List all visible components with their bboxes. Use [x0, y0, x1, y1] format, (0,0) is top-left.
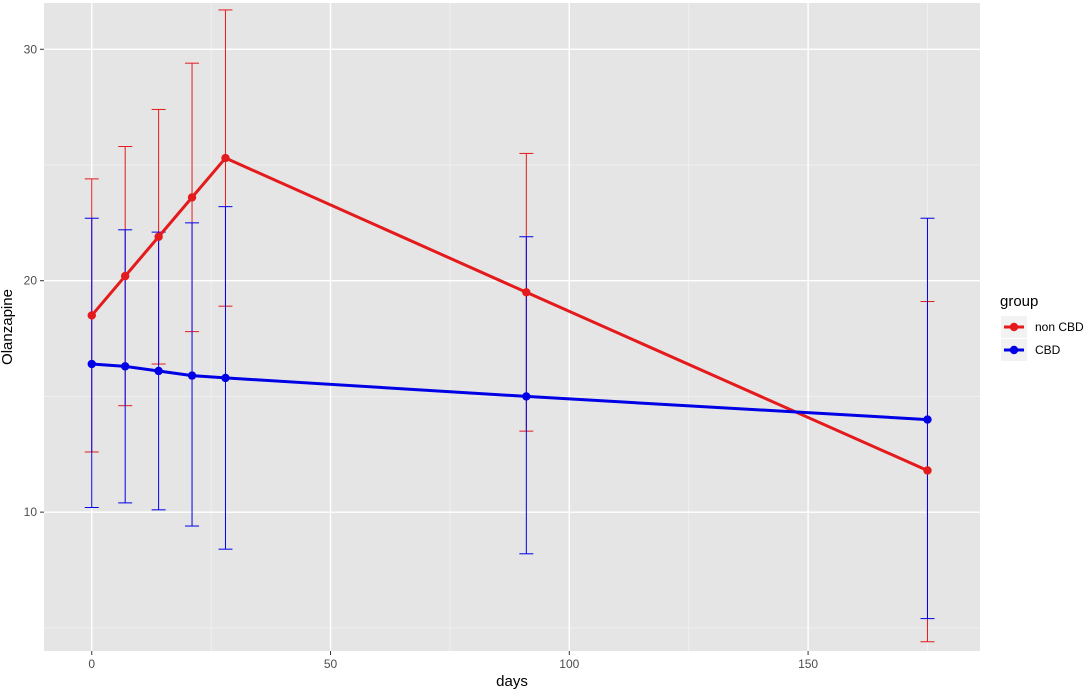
y-tick-label: 10 — [24, 505, 38, 519]
legend-title: group — [1000, 293, 1038, 310]
legend-label-cbd: CBD — [1035, 343, 1061, 357]
x-axis-title: days — [496, 673, 528, 690]
data-point-cbd — [522, 392, 531, 401]
x-tick-label: 0 — [88, 657, 95, 671]
x-tick-label: 150 — [798, 657, 818, 671]
data-point-non-cbd — [221, 153, 230, 163]
legend: group non CBD CBD — [1000, 293, 1084, 361]
data-point-non-cbd — [187, 193, 197, 202]
data-point-non-cbd — [120, 271, 130, 281]
x-tick-label: 100 — [559, 657, 579, 671]
data-point-non-cbd — [154, 232, 163, 241]
y-axis: 10 20 30 — [24, 42, 44, 519]
data-point-cbd — [120, 362, 130, 371]
data-point-cbd — [923, 415, 932, 424]
series-points — [87, 153, 932, 475]
x-axis: 0 50 100 150 — [88, 651, 818, 671]
data-point-non-cbd — [923, 466, 932, 475]
legend-point-non-cbd — [1009, 322, 1019, 332]
y-tick-label: 20 — [24, 274, 38, 288]
panel-background — [44, 3, 980, 651]
data-point-non-cbd — [87, 311, 96, 320]
data-point-cbd — [154, 366, 163, 376]
y-tick-label: 30 — [24, 42, 38, 56]
y-axis-title: Olanzapine — [0, 289, 16, 365]
data-point-cbd — [187, 371, 197, 380]
legend-point-cbd — [1009, 345, 1019, 355]
data-point-non-cbd — [522, 288, 531, 297]
x-tick-label: 50 — [324, 657, 338, 671]
legend-label-non-cbd: non CBD — [1035, 320, 1084, 334]
data-point-cbd — [221, 373, 230, 383]
data-point-cbd — [87, 359, 96, 369]
grid-major — [44, 3, 980, 651]
